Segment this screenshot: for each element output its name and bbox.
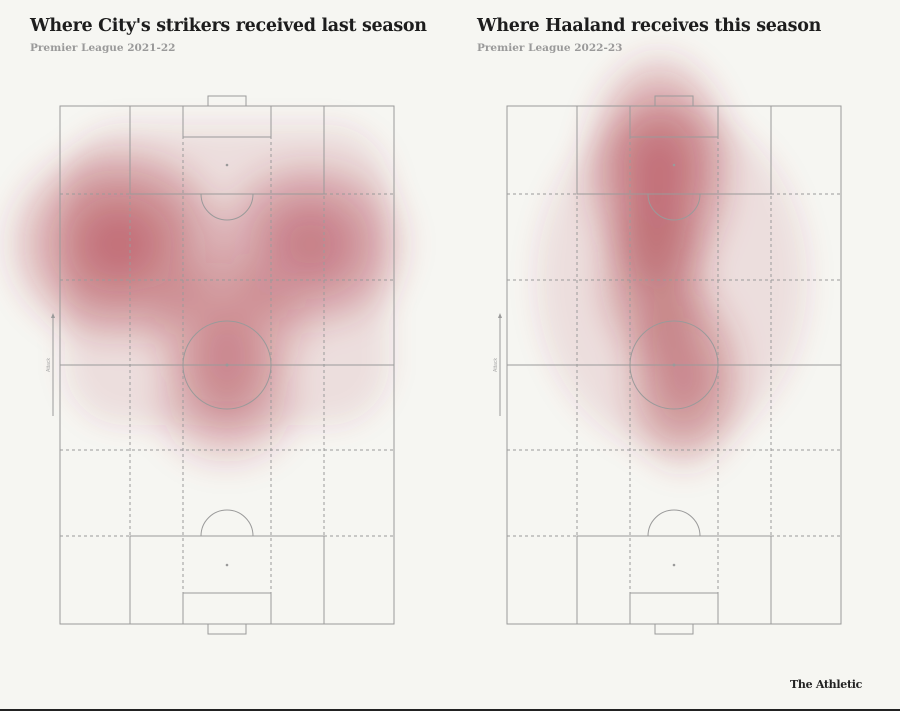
- penalty-area-bottom: [576, 535, 772, 625]
- chart-subtitle-right: Premier League 2022-23: [477, 42, 623, 54]
- penalty-area-bottom: [129, 535, 325, 625]
- penalty-arc-top: [200, 193, 254, 221]
- six-yard-box-bottom: [629, 592, 719, 625]
- the-athletic-logo: The Athletic: [790, 678, 862, 691]
- penalty-arc-bottom: [647, 509, 701, 537]
- center-circle: [629, 320, 719, 410]
- chart-subtitle-left: Premier League 2021-22: [30, 42, 176, 54]
- chart-title-left: Where City's strikers received last seas…: [30, 16, 427, 36]
- penalty-spot-bottom: [672, 563, 676, 567]
- goal-top: [207, 95, 247, 107]
- attack-label: Attack: [46, 358, 52, 372]
- center-spot: [225, 363, 229, 367]
- heat-contour: [637, 257, 672, 301]
- goal-top: [654, 95, 694, 107]
- penalty-arc-bottom: [200, 509, 254, 537]
- heat-contour: [287, 222, 334, 266]
- penalty-arc-top: [647, 193, 701, 221]
- attack-label: Attack: [493, 358, 499, 372]
- bottom-border: [0, 709, 900, 711]
- chart-title-right: Where Haaland receives this season: [477, 16, 822, 36]
- pitch-left: Attack: [6, 95, 410, 635]
- penalty-spot-top: [672, 163, 676, 167]
- heat-contour: [207, 383, 247, 421]
- penalty-spot-bottom: [225, 563, 229, 567]
- attack-arrow-head: [51, 313, 55, 318]
- center-circle: [182, 320, 272, 410]
- heat-contour: [639, 144, 679, 196]
- goal-bottom: [654, 623, 694, 635]
- heat-contour: [666, 354, 702, 400]
- six-yard-box-bottom: [182, 592, 272, 625]
- heat-contour: [94, 221, 144, 267]
- attack-arrow-head: [498, 313, 502, 318]
- heatmap-layer: [6, 125, 410, 471]
- penalty-spot-top: [225, 163, 229, 167]
- pitch-right: Attack: [493, 52, 842, 635]
- center-spot: [672, 363, 676, 367]
- goal-bottom: [207, 623, 247, 635]
